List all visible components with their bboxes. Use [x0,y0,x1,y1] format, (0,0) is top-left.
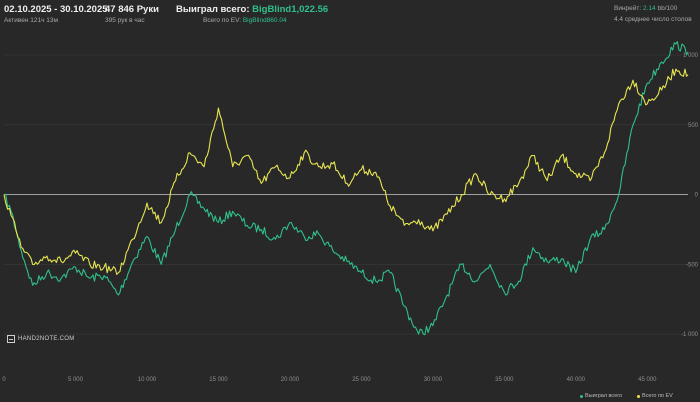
winrate: Винрейт: 2.14 bb/100 [614,5,677,12]
winrate-value: 2.14 [643,5,656,12]
ev-value: BigBlind860.04 [242,17,287,24]
x-tick-label-9: 45 000 [638,377,657,383]
winrate-label: Винрейт: [614,5,644,12]
series-line-ev [3,68,689,275]
legend-dot-icon [637,394,640,398]
y-tick-label-0: 1 000 [683,53,699,59]
won-label: Выиграл всего: [176,4,253,15]
legend-item-ev[interactable]: Всего по EV [637,393,673,399]
hand2note-logo-icon [7,335,15,343]
active-time: Активен 121ч 13м [4,17,58,24]
won-value: BigBlind1,022.56 [252,4,329,15]
stats-header: 02.10.2025 - 30.10.2025 Активен 121ч 13м… [0,0,700,28]
x-tick-label-4: 20 000 [281,377,300,383]
hands-count: 47 846 Руки [105,4,159,15]
legend-dot-icon [580,394,583,398]
winrate-suffix: bb/100 [655,5,678,12]
hands-per-hour: 395 рук в час [105,17,145,24]
y-tick-label-2: 0 [695,193,699,199]
y-tick-label-1: 500 [688,123,699,129]
x-tick-label-1: 5 000 [68,377,84,383]
ev-total: Всего по EV: BigBlind860.04 [203,17,287,24]
date-range[interactable]: 02.10.2025 - 30.10.2025 [4,4,108,15]
x-tick-label-8: 40 000 [567,377,586,383]
legend-label-won: Выиграл всего [585,393,623,399]
won-total: Выиграл всего: BigBlind1,022.56 [176,4,328,15]
y-tick-label-4: -1 000 [681,332,699,338]
x-tick-label-3: 15 000 [209,377,228,383]
series-line-won [3,41,689,336]
legend-label-ev: Всего по EV [642,393,673,399]
ev-label: Всего по EV: [203,17,243,24]
legend-item-won[interactable]: Выиграл всего [580,393,622,399]
y-tick-label-3: -500 [686,262,699,268]
hand2note-logo: HAND2NOTE.COM [7,335,75,343]
avg-tables: 4.4 среднее число столов [614,16,692,23]
x-tick-label-5: 25 000 [352,377,371,383]
x-tick-label-6: 30 000 [424,377,443,383]
x-tick-label-0: 0 [2,377,6,383]
logo-text: HAND2NOTE.COM [18,336,75,342]
x-tick-label-2: 10 000 [138,377,157,383]
x-tick-label-7: 35 000 [495,377,514,383]
